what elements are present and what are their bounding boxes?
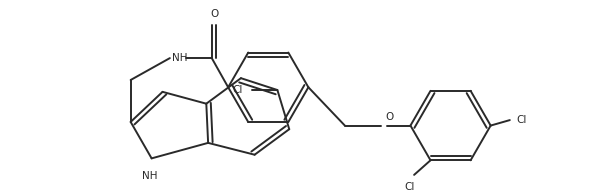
Text: NH: NH: [142, 171, 158, 181]
Text: O: O: [210, 9, 219, 19]
Text: Cl: Cl: [404, 182, 415, 192]
Text: O: O: [385, 112, 393, 122]
Text: NH: NH: [172, 53, 187, 63]
Text: Cl: Cl: [233, 85, 243, 95]
Text: Cl: Cl: [516, 115, 527, 125]
